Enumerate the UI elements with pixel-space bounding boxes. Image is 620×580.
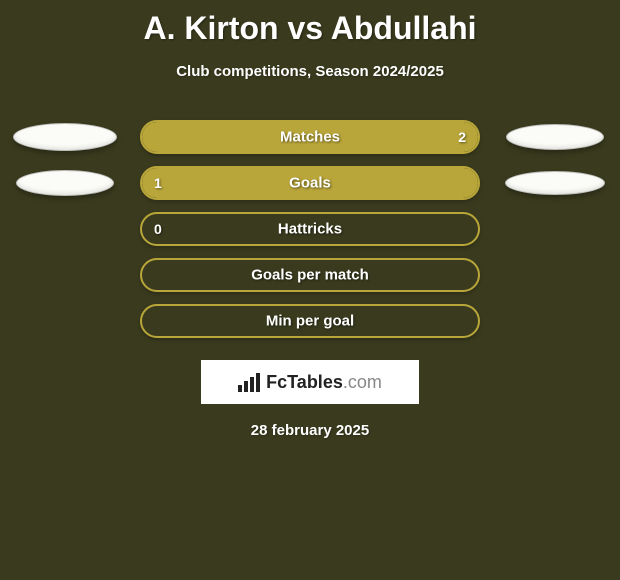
stat-label: Goals <box>289 175 331 192</box>
stat-value-right: 2 <box>458 129 466 145</box>
stat-bar: 1 Goals <box>140 166 480 200</box>
logo-name: FcTables <box>266 372 343 392</box>
stat-bar: Matches 2 <box>140 120 480 154</box>
stat-row: Matches 2 <box>0 120 620 154</box>
stat-label: Min per goal <box>266 313 354 330</box>
ellipse-left-icon <box>16 170 114 196</box>
date-line: 28 february 2025 <box>0 422 620 439</box>
stat-value-left: 0 <box>154 221 162 237</box>
stat-row: 0 Hattricks <box>0 212 620 246</box>
stat-row: Min per goal <box>0 304 620 338</box>
subtitle: Club competitions, Season 2024/2025 <box>0 63 620 80</box>
ellipse-left-icon <box>13 123 117 151</box>
stat-bar: Min per goal <box>140 304 480 338</box>
ellipse-right-icon <box>505 171 605 195</box>
stat-label: Hattricks <box>278 221 342 238</box>
stat-bar: 0 Hattricks <box>140 212 480 246</box>
page-title: A. Kirton vs Abdullahi <box>0 0 620 47</box>
stat-label: Matches <box>280 129 340 146</box>
logo-suffix: .com <box>343 372 382 392</box>
logo-bars-icon <box>238 372 260 392</box>
stat-row: Goals per match <box>0 258 620 292</box>
stats-area: Matches 2 1 Goals 0 Hattricks Goals per match M… <box>0 120 620 338</box>
stat-value-left: 1 <box>154 175 162 191</box>
stat-label: Goals per match <box>251 267 369 284</box>
logo-box: FcTables.com <box>201 360 419 404</box>
stat-bar: Goals per match <box>140 258 480 292</box>
logo-text: FcTables.com <box>266 372 382 393</box>
stat-row: 1 Goals <box>0 166 620 200</box>
ellipse-right-icon <box>506 124 604 150</box>
